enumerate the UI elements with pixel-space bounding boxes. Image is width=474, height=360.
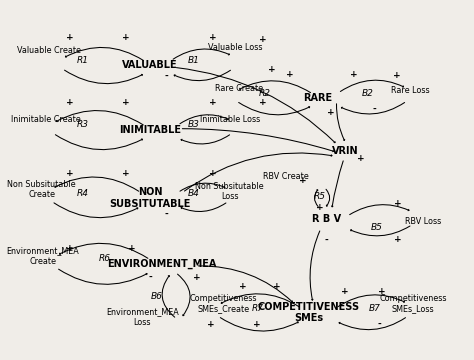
Text: +: + [66,170,74,179]
Text: R4: R4 [77,189,89,198]
Text: B6: B6 [151,292,163,301]
Text: +: + [128,244,136,253]
Text: B4: B4 [188,189,200,198]
Text: Rare Loss: Rare Loss [391,86,429,95]
Text: Valuable Create: Valuable Create [18,46,82,55]
Text: -: - [373,104,377,113]
Text: Competitiveness
SMEs_Create: Competitiveness SMEs_Create [190,294,257,314]
Text: +: + [259,35,266,44]
Text: RARE: RARE [303,93,332,103]
Text: ENVIRONMENT_MEA: ENVIRONMENT_MEA [107,259,216,269]
Text: NON
SUBSITUTABLE: NON SUBSITUTABLE [109,187,191,209]
Text: Rare Create: Rare Create [215,84,263,93]
Text: -: - [148,273,152,282]
Text: COMPETITIVENESS
SMEs: COMPETITIVENESS SMEs [257,302,359,324]
Text: +: + [317,203,324,212]
Text: +: + [66,98,74,107]
Text: +: + [299,176,307,185]
Text: +: + [259,98,266,107]
Text: R1: R1 [77,56,89,65]
Text: +: + [357,154,365,163]
Text: B3: B3 [188,120,200,129]
Text: +: + [66,33,74,42]
Text: R3: R3 [77,120,89,129]
Text: +: + [394,235,402,244]
Text: +: + [253,320,261,329]
Text: -: - [164,72,168,81]
Text: Valuable Loss: Valuable Loss [208,43,262,52]
Text: -: - [377,320,381,329]
Text: +: + [193,273,201,282]
Text: +: + [341,287,349,296]
Text: +: + [209,170,217,179]
Text: B2: B2 [362,89,374,98]
Text: +: + [378,287,385,296]
Text: +: + [122,170,130,179]
Text: Inimitable Create: Inimitable Create [11,115,81,124]
Text: +: + [207,320,215,329]
Text: Environment_MEA
Loss: Environment_MEA Loss [106,307,179,327]
Text: Non Subsitutable
Loss: Non Subsitutable Loss [195,182,264,201]
Text: RBV Loss: RBV Loss [405,217,441,226]
Text: +: + [209,98,217,107]
Text: B1: B1 [188,56,200,65]
Text: R5: R5 [314,192,326,201]
Text: R B V: R B V [312,215,341,224]
Text: +: + [122,33,130,42]
Text: R7: R7 [252,303,264,312]
Text: +: + [394,199,402,208]
Text: R6: R6 [99,255,110,264]
Text: INIMITABLE: INIMITABLE [119,125,181,135]
Text: +: + [392,71,400,80]
Text: +: + [273,282,281,291]
Text: -: - [164,210,168,219]
Text: +: + [238,282,246,291]
Text: +: + [122,98,130,107]
Text: +: + [268,65,275,74]
Text: Competitiveness
SMEs_Loss: Competitiveness SMEs_Loss [379,294,447,314]
Text: Non Subsitutable
Create: Non Subsitutable Create [7,180,76,199]
Text: VRIN: VRIN [332,146,358,156]
Text: -: - [325,236,328,245]
Text: +: + [286,70,294,79]
Text: Environment_MEA
Create: Environment_MEA Create [6,246,79,266]
Text: +: + [66,244,74,253]
Text: RBV Create: RBV Create [263,172,308,181]
Text: VALUABLE: VALUABLE [122,60,178,70]
Text: B5: B5 [371,223,383,232]
Text: +: + [328,108,335,117]
Text: +: + [209,33,217,42]
Text: Inimitable Loss: Inimitable Loss [201,115,261,124]
Text: +: + [350,70,358,79]
Text: B7: B7 [369,303,381,312]
Text: R2: R2 [259,89,271,98]
